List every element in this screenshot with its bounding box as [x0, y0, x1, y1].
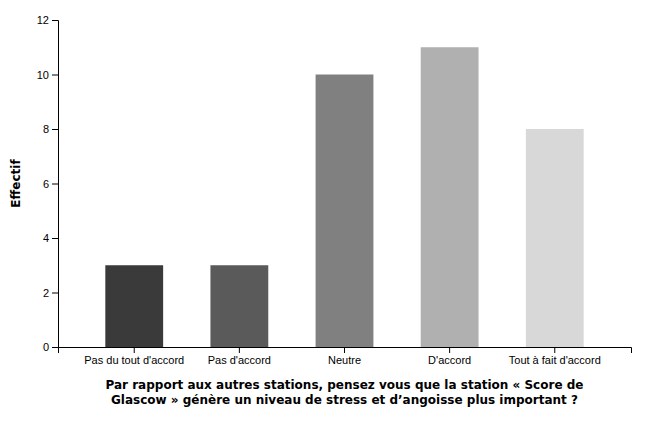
- y-tick-label: 10: [37, 69, 49, 81]
- x-tick-mark: [134, 347, 135, 353]
- y-tick-label: 6: [43, 178, 49, 190]
- x-axis: Pas du tout d'accord Pas d'accord Neutre D'…: [59, 347, 632, 366]
- bar: [210, 265, 268, 347]
- x-tick: Neutre: [328, 347, 361, 366]
- bar: [105, 265, 163, 347]
- y-tick-mark: [52, 129, 58, 130]
- x-tick-mark: [449, 347, 450, 353]
- x-tick-label: D'accord: [428, 354, 471, 366]
- x-tick-label: Pas du tout d'accord: [84, 354, 184, 366]
- bars: [105, 47, 583, 347]
- x-tick-label: Neutre: [328, 354, 361, 366]
- x-tick-label: Tout à fait d'accord: [509, 354, 601, 366]
- y-tick-label: 2: [43, 287, 49, 299]
- y-tick-mark: [52, 238, 58, 239]
- bar: [421, 47, 479, 347]
- x-tick-mark: [239, 347, 240, 353]
- y-tick: 6: [43, 178, 58, 190]
- y-tick-mark: [52, 184, 58, 185]
- x-tick-mark: [554, 347, 555, 353]
- x-tick-mark: [344, 347, 345, 353]
- y-tick: 0: [43, 341, 58, 353]
- x-axis-line: [59, 348, 632, 354]
- y-axis-line: [52, 21, 59, 348]
- x-tick: Tout à fait d'accord: [509, 347, 601, 366]
- y-tick-mark: [52, 347, 58, 348]
- y-tick: 12: [37, 14, 58, 26]
- x-axis-title-line: Glascow » génère un niveau de stress et …: [111, 393, 578, 407]
- y-tick: 10: [37, 69, 58, 81]
- x-axis-title: Par rapport aux autres stations, pensez …: [106, 378, 584, 407]
- y-tick: 2: [43, 287, 58, 299]
- x-tick: Pas du tout d'accord: [84, 347, 184, 366]
- y-tick-label: 12: [37, 14, 49, 26]
- bar: [526, 129, 584, 347]
- x-axis-title-line: Par rapport aux autres stations, pensez …: [106, 378, 584, 392]
- plot: 0 2 4 6 8 10 12 Pas du tout d'accord Pas d'accor…: [37, 14, 632, 366]
- x-tick: Pas d'accord: [208, 347, 271, 366]
- y-tick-label: 8: [43, 123, 49, 135]
- y-tick-label: 0: [43, 341, 49, 353]
- x-tick-label: Pas d'accord: [208, 354, 271, 366]
- y-tick: 4: [43, 232, 58, 244]
- x-tick: D'accord: [428, 347, 471, 366]
- bar: [316, 75, 374, 348]
- y-tick-label: 4: [43, 232, 49, 244]
- y-axis-title: Effectif: [9, 159, 23, 208]
- y-tick-mark: [52, 20, 58, 21]
- y-axis: 0 2 4 6 8 10 12: [37, 14, 59, 353]
- y-tick-mark: [52, 293, 58, 294]
- y-tick: 8: [43, 123, 58, 135]
- chart-svg: 0 2 4 6 8 10 12 Pas du tout d'accord Pas d'accor…: [0, 0, 646, 429]
- y-tick-mark: [52, 75, 58, 76]
